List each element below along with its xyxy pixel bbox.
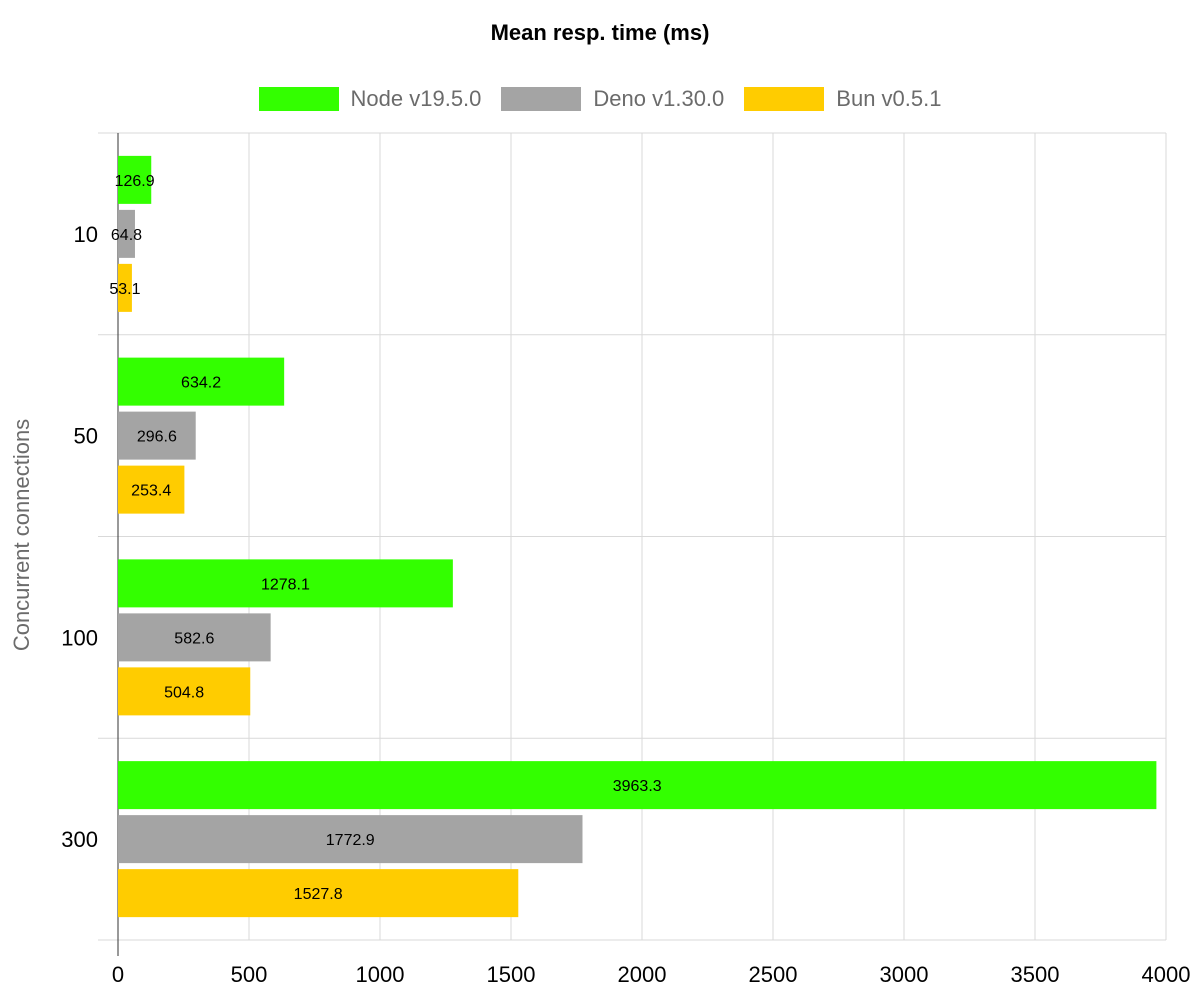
- bar-value-label: 504.8: [164, 684, 204, 701]
- legend: Node v19.5.0 Deno v1.30.0 Bun v0.5.1: [0, 86, 1200, 112]
- bar-value-label: 1772.9: [326, 832, 375, 849]
- bar-value-label: 1527.8: [294, 886, 343, 903]
- bar-value-label: 634.2: [181, 375, 221, 392]
- legend-label-node: Node v19.5.0: [350, 86, 482, 111]
- bar-value-label: 1278.1: [261, 576, 310, 593]
- y-tick-label: 10: [74, 222, 98, 247]
- legend-item-deno[interactable]: Deno v1.30.0: [501, 86, 724, 112]
- legend-label-bun: Bun v0.5.1: [836, 86, 942, 111]
- x-tick-label: 1000: [356, 962, 405, 987]
- bar-bun: [118, 465, 185, 514]
- x-tick-label: 3000: [880, 962, 929, 987]
- bar-value-label: 253.4: [131, 483, 171, 500]
- bar-value-label: 3963.3: [613, 778, 662, 795]
- bar-bun: [118, 869, 519, 918]
- legend-label-deno: Deno v1.30.0: [593, 86, 725, 111]
- legend-item-node[interactable]: Node v19.5.0: [258, 86, 482, 112]
- bar-value-label: 582.6: [174, 630, 214, 647]
- y-tick-label: 300: [61, 827, 98, 852]
- x-tick-label: 500: [231, 962, 268, 987]
- bar-value-label: 296.6: [137, 429, 177, 446]
- x-tick-label: 0: [112, 962, 124, 987]
- x-tick-label: 1500: [487, 962, 536, 987]
- x-tick-label: 2000: [618, 962, 667, 987]
- legend-swatch-node: [258, 87, 339, 111]
- legend-item-bun[interactable]: Bun v0.5.1: [744, 86, 941, 112]
- bar-value-label: 126.9: [115, 173, 155, 190]
- bar-deno: [118, 411, 196, 460]
- bar-node: [118, 559, 453, 608]
- bar-bun: [118, 667, 251, 716]
- chart-title: Mean resp. time (ms): [490, 20, 710, 45]
- bar-value-label: 64.8: [111, 227, 142, 244]
- legend-swatch-deno: [501, 87, 582, 111]
- bar-node: [118, 761, 1157, 810]
- bar-deno: [118, 209, 135, 258]
- x-tick-label: 4000: [1142, 962, 1191, 987]
- bar-deno: [118, 613, 271, 662]
- bar-value-label: 53.1: [109, 281, 140, 298]
- bar-node: [118, 357, 285, 406]
- y-tick-label: 100: [61, 625, 98, 650]
- bar-node: [118, 155, 152, 204]
- x-tick-label: 2500: [749, 962, 798, 987]
- legend-swatch-bun: [744, 87, 825, 111]
- x-tick-label: 3500: [1011, 962, 1060, 987]
- y-tick-label: 50: [74, 424, 98, 449]
- bar-bun: [118, 263, 132, 312]
- bar-deno: [118, 815, 583, 864]
